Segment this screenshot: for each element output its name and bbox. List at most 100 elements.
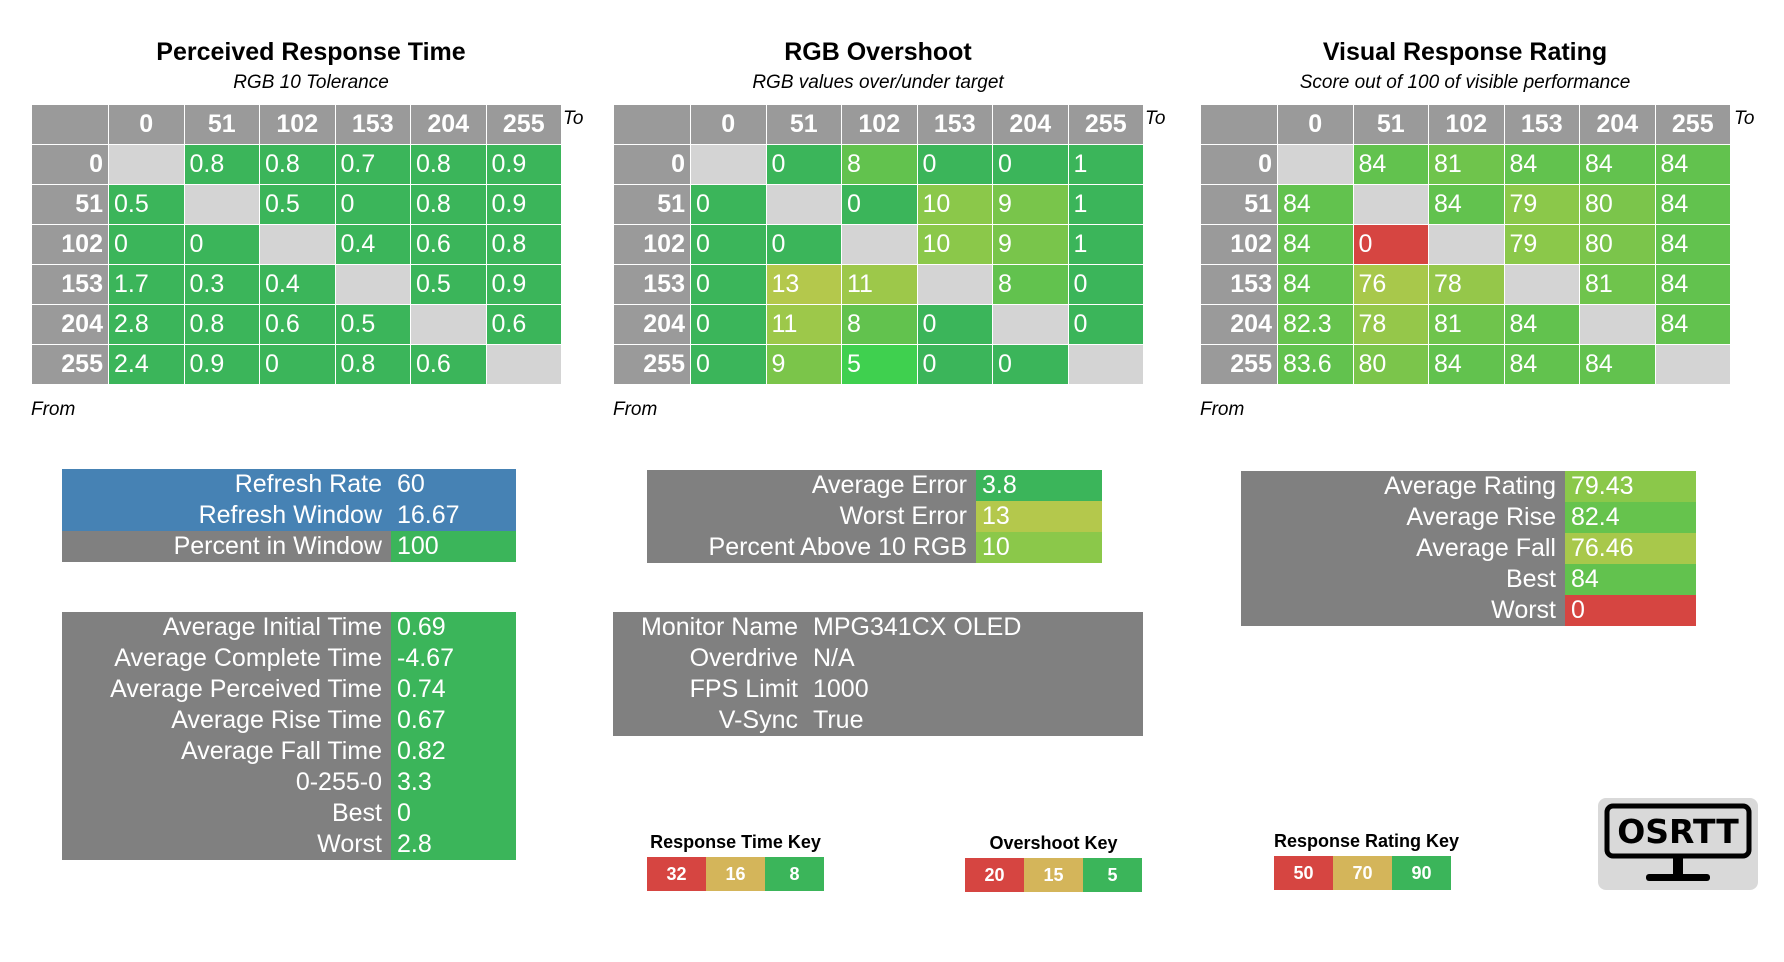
timing-label: 0-255-0 — [62, 767, 391, 798]
matrix-cell: 0 — [916, 144, 993, 185]
row-header-153: 153 — [1200, 264, 1278, 305]
matrix-cell: 0.8 — [410, 144, 487, 185]
diagonal-cell — [1277, 144, 1354, 185]
matrix-cell: 84 — [1654, 224, 1731, 265]
matrix-cell: 0.3 — [183, 264, 260, 305]
diagonal-cell — [690, 144, 767, 185]
refresh-label: Refresh Rate — [62, 469, 391, 500]
error-label: Average Error — [647, 470, 976, 501]
matrix-cell: 8 — [841, 144, 918, 185]
matrix-cell: 9 — [992, 184, 1069, 225]
monitor-label: V-Sync — [613, 705, 807, 736]
timing-label: Average Fall Time — [62, 736, 391, 767]
timing-label: Best — [62, 798, 391, 829]
key-swatch: 20 — [965, 858, 1024, 892]
monitor-info-table: Monitor Name MPG341CX OLED Overdrive N/A FPS… — [613, 612, 1143, 736]
matrix-cell: 0 — [183, 224, 260, 265]
matrix-cell: 1 — [1067, 184, 1144, 225]
col-header-153: 153 — [916, 104, 993, 145]
diagonal-cell — [916, 264, 993, 305]
matrix-cell: 9 — [992, 224, 1069, 265]
perceived-response-matrix: 0 51 102 153 204 255 0 0.8 0.8 0.7 0.8 0.9 51 0.5 0.5 0… — [31, 104, 562, 385]
rating-from-label: From — [1200, 399, 1245, 420]
diagonal-cell — [485, 344, 562, 385]
rating-label: Average Rating — [1241, 471, 1565, 502]
rating-table: Average Rating 79.43 Average Rise 82.4 Avera… — [1241, 471, 1696, 626]
matrix-cell: 0 — [690, 304, 767, 345]
matrix-cell: 0.9 — [485, 184, 562, 225]
matrix-cell: 84 — [1579, 344, 1656, 385]
row-header-51: 51 — [613, 184, 691, 225]
matrix-cell: 0 — [1067, 264, 1144, 305]
row-header-204: 204 — [31, 304, 109, 345]
row-header-102: 102 — [31, 224, 109, 265]
row-header-51: 51 — [1200, 184, 1278, 225]
refresh-label: Refresh Window — [62, 500, 391, 531]
col-header-51: 51 — [765, 104, 842, 145]
key-title: Overshoot Key — [989, 833, 1118, 853]
matrix-cell: 84 — [1277, 184, 1354, 225]
matrix-cell: 84 — [1654, 304, 1731, 345]
diagonal-cell — [992, 304, 1069, 345]
timing-label: Average Perceived Time — [62, 674, 391, 705]
error-table: Average Error 3.8 Worst Error 13 Percent Abo… — [647, 470, 1102, 563]
perceived-to-label: To — [563, 108, 584, 129]
diagonal-cell — [334, 264, 411, 305]
matrix-cell: 0.8 — [183, 144, 260, 185]
visual-rating-matrix: 0 51 102 153 204 255 0 84 81 84 84 84 51 84 84 79 80 84 10… — [1200, 104, 1731, 385]
col-header-204: 204 — [992, 104, 1069, 145]
overshoot-key: Overshoot Key 20 15 5 — [965, 833, 1142, 892]
matrix-cell: 0 — [765, 224, 842, 265]
refresh-value: 60 — [391, 469, 516, 500]
row-header-255: 255 — [613, 344, 691, 385]
matrix-cell: 84 — [1428, 344, 1505, 385]
diagonal-cell — [1503, 264, 1580, 305]
diagonal-cell — [1428, 224, 1505, 265]
matrix-cell: 80 — [1579, 184, 1656, 225]
diagonal-cell — [183, 184, 260, 225]
matrix-cell: 83.6 — [1277, 344, 1354, 385]
key-swatch: 50 — [1274, 856, 1333, 890]
matrix-cell: 81 — [1579, 264, 1656, 305]
matrix-cell: 0 — [916, 304, 993, 345]
matrix-corner — [1200, 104, 1278, 145]
col-header-204: 204 — [1579, 104, 1656, 145]
rgb-overshoot-title: RGB Overshoot — [784, 38, 972, 66]
matrix-cell: 2.8 — [108, 304, 185, 345]
matrix-cell: 11 — [841, 264, 918, 305]
refresh-table: Refresh Rate 60 Refresh Window 16.67 Percent… — [62, 469, 516, 562]
matrix-cell: 0 — [259, 344, 336, 385]
col-header-102: 102 — [1428, 104, 1505, 145]
diagonal-cell — [108, 144, 185, 185]
matrix-cell: 1 — [1067, 144, 1144, 185]
matrix-cell: 82.3 — [1277, 304, 1354, 345]
matrix-cell: 0.5 — [334, 304, 411, 345]
matrix-cell: 79 — [1503, 224, 1580, 265]
matrix-cell: 80 — [1579, 224, 1656, 265]
timing-value: 2.8 — [391, 829, 516, 860]
key-swatch: 15 — [1024, 858, 1083, 892]
col-header-204: 204 — [410, 104, 487, 145]
key-title: Response Time Key — [650, 832, 821, 852]
col-header-102: 102 — [841, 104, 918, 145]
matrix-cell: 8 — [992, 264, 1069, 305]
col-header-51: 51 — [1352, 104, 1429, 145]
rgb-overshoot-matrix: 0 51 102 153 204 255 0 0 8 0 0 1 51 0 0 10 9 1 102 0 0 10 9 1 15… — [613, 104, 1144, 385]
rating-label: Worst — [1241, 595, 1565, 626]
col-header-255: 255 — [485, 104, 562, 145]
response-rating-key: Response Rating Key 50 70 90 — [1274, 831, 1459, 890]
col-header-255: 255 — [1654, 104, 1731, 145]
matrix-cell: 0.6 — [259, 304, 336, 345]
monitor-value: N/A — [807, 643, 1143, 674]
matrix-cell: 2.4 — [108, 344, 185, 385]
matrix-cell: 80 — [1352, 344, 1429, 385]
matrix-cell: 0 — [690, 184, 767, 225]
key-swatch: 8 — [765, 857, 824, 891]
row-header-0: 0 — [613, 144, 691, 185]
matrix-cell: 84 — [1503, 344, 1580, 385]
timing-value: -4.67 — [391, 643, 516, 674]
rating-value: 0 — [1565, 595, 1696, 626]
key-title: Response Rating Key — [1274, 831, 1460, 851]
matrix-cell: 0.9 — [485, 144, 562, 185]
response-time-key: Response Time Key 32 16 8 — [647, 832, 824, 891]
